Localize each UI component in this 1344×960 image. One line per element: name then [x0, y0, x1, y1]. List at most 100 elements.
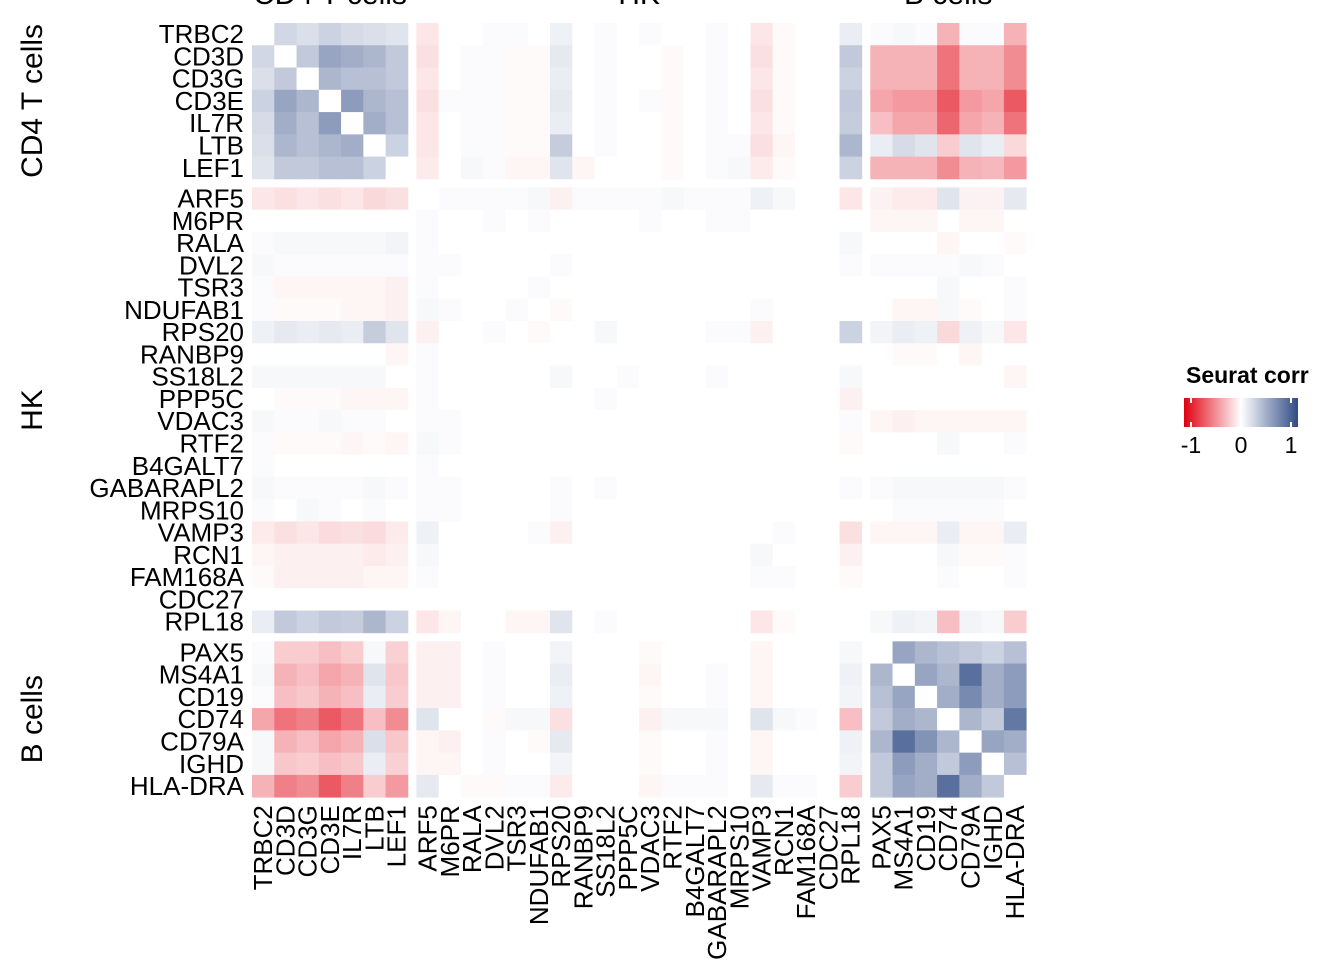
heatmap-cell	[705, 365, 729, 389]
heatmap-cell	[438, 410, 462, 433]
heatmap-cell	[772, 89, 796, 113]
heatmap-cell	[274, 23, 297, 46]
heatmap-cell	[616, 432, 640, 456]
heatmap-cell	[914, 187, 938, 211]
heatmap-cell	[550, 410, 573, 433]
heatmap-cell	[318, 365, 342, 389]
heatmap-cell	[318, 543, 342, 567]
heatmap-cell	[296, 156, 320, 180]
heatmap-cell	[914, 454, 938, 478]
heatmap-cell	[839, 752, 863, 776]
heatmap-cell	[728, 476, 751, 500]
heatmap-cell	[892, 730, 916, 754]
heatmap-cell	[341, 641, 364, 664]
heatmap-cell	[252, 298, 275, 322]
heatmap-cell	[550, 387, 573, 411]
heatmap-cell	[705, 298, 729, 322]
heatmap-cell	[937, 134, 960, 158]
heatmap-cell	[363, 499, 387, 522]
heatmap-cell	[772, 231, 796, 255]
heatmap-cell	[505, 231, 529, 255]
heatmap-cell	[505, 187, 529, 211]
heatmap-cell	[772, 209, 796, 233]
heatmap-cell	[794, 187, 818, 211]
heatmap-cell	[839, 410, 863, 433]
heatmap-cell	[341, 521, 364, 545]
heatmap-cell	[661, 231, 685, 255]
heatmap-cell	[937, 685, 960, 709]
heatmap-cell	[416, 134, 440, 158]
heatmap-cell	[914, 641, 938, 664]
heatmap-cell	[274, 321, 297, 344]
heatmap-cell	[341, 432, 364, 456]
heatmap-cell	[616, 276, 640, 300]
heatmap-cell	[750, 543, 774, 567]
heatmap-cell	[959, 454, 983, 478]
heatmap-cell	[817, 112, 840, 135]
heatmap-cell	[772, 543, 796, 567]
heatmap-cell	[527, 543, 551, 567]
heatmap-cell	[550, 610, 573, 634]
heatmap-cell	[1003, 156, 1027, 180]
heatmap-cell	[341, 67, 364, 91]
heatmap-cell	[839, 365, 863, 389]
heatmap-cell	[839, 432, 863, 456]
row-label: RPL18	[165, 607, 245, 637]
heatmap-cell	[870, 432, 893, 456]
heatmap-cell	[274, 454, 297, 478]
row-label: LEF1	[182, 153, 244, 183]
column-label: VAMP3	[747, 805, 777, 891]
heatmap-cell	[252, 321, 275, 344]
heatmap-cell	[318, 187, 342, 211]
heatmap-cell	[527, 156, 551, 180]
heatmap-cell	[527, 276, 551, 300]
column-label: B4GALT7	[680, 805, 710, 917]
heatmap-cell	[572, 454, 595, 478]
heatmap-cell	[460, 321, 484, 344]
heatmap-cell	[1003, 610, 1027, 634]
row-group-label: CD4 T cells	[16, 24, 49, 178]
heatmap-cell	[794, 134, 818, 158]
row-label: CD3E	[175, 86, 244, 116]
heatmap-cell	[794, 254, 818, 277]
heatmap-cell	[661, 641, 685, 664]
heatmap-cell	[683, 89, 707, 113]
heatmap-cell	[705, 231, 729, 255]
heatmap-cell	[914, 410, 938, 433]
heatmap-cell	[892, 454, 916, 478]
heatmap-cell	[817, 276, 840, 300]
heatmap-cell	[616, 521, 640, 545]
heatmap-cell	[318, 708, 342, 731]
heatmap-cell	[438, 134, 462, 158]
heatmap-cell	[914, 209, 938, 233]
column-label: DVL2	[479, 805, 509, 870]
heatmap-cell	[1003, 708, 1027, 731]
heatmap-cell	[505, 610, 529, 634]
heatmap-cell	[683, 156, 707, 180]
heatmap-cell	[318, 298, 342, 322]
heatmap-cell	[363, 685, 387, 709]
heatmap-cell	[341, 588, 364, 611]
heatmap-cell	[416, 365, 440, 389]
heatmap-cell	[639, 476, 662, 500]
heatmap-cell	[594, 499, 618, 522]
heatmap-cell	[817, 156, 840, 180]
column-label: IGHD	[978, 805, 1008, 870]
heatmap-cell	[274, 45, 297, 68]
heatmap-cell	[505, 89, 529, 113]
heatmap-cell	[296, 499, 320, 522]
heatmap-cell	[438, 432, 462, 456]
heatmap-cell	[550, 708, 573, 731]
heatmap-cell	[817, 67, 840, 91]
heatmap-cell	[416, 476, 440, 500]
heatmap-cell	[252, 89, 275, 113]
heatmap-cell	[363, 321, 387, 344]
heatmap-cell	[527, 298, 551, 322]
heatmap-cell	[661, 89, 685, 113]
heatmap-cell	[505, 23, 529, 46]
heatmap-cell	[296, 708, 320, 731]
heatmap-cell	[959, 521, 983, 545]
heatmap-cell	[594, 663, 618, 687]
heatmap-cell	[772, 730, 796, 754]
row-label: MRPS10	[140, 495, 244, 525]
